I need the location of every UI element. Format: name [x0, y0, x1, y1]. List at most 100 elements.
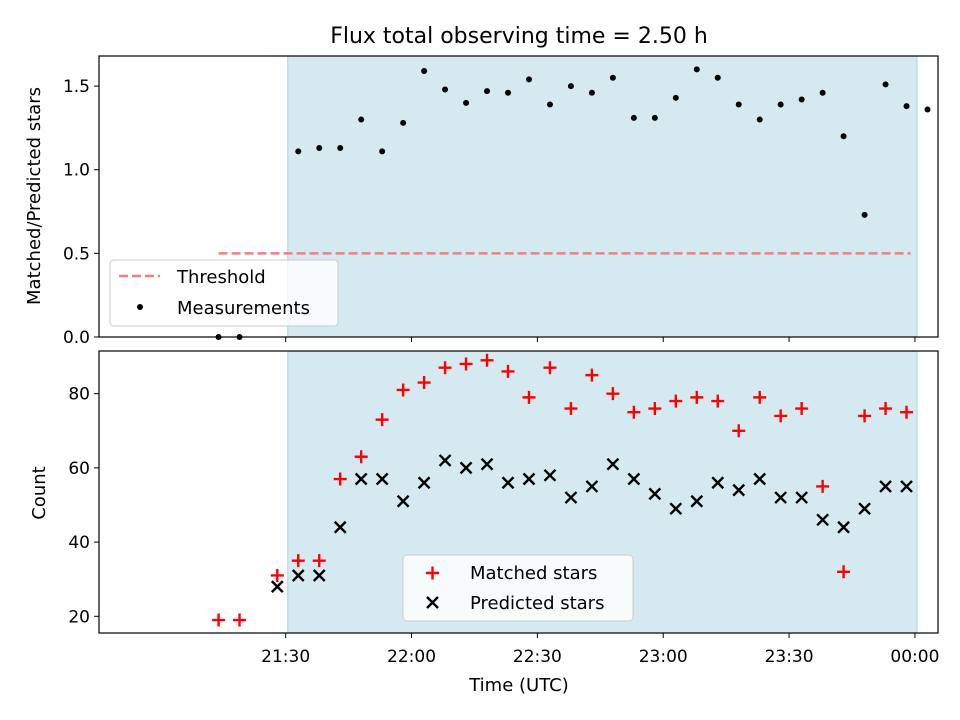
measurement-point [442, 86, 449, 93]
measurement-point [463, 99, 470, 106]
predicted-star-marker [606, 457, 620, 471]
top-legend: Threshold Measurements [109, 259, 339, 327]
measurement-point [903, 103, 910, 110]
measurement-point [337, 144, 344, 151]
predicted-star-marker [795, 491, 809, 504]
xtick-label: 22:00 [387, 647, 436, 667]
measurement-point [379, 148, 386, 155]
top-ytick-label: 0.5 [63, 244, 90, 264]
predicted-star-marker [711, 476, 725, 490]
measurement-point [546, 101, 553, 108]
matched-star-marker [480, 353, 494, 367]
matched-star-marker [312, 554, 326, 568]
measurement-point [421, 68, 428, 75]
top-ytick-label: 1.0 [63, 161, 90, 181]
bottom-ytick-label: 80 [68, 385, 90, 405]
matched-star-marker [459, 357, 473, 371]
predicted-star-marker [900, 480, 913, 493]
measurement-point [295, 148, 302, 155]
predicted-star-marker [816, 513, 829, 527]
bottom-ytick-label: 20 [68, 607, 90, 627]
measurement-point [609, 74, 616, 81]
predicted-star-marker [291, 569, 305, 582]
predicted-star-marker [480, 457, 494, 471]
xtick-label: 00:00 [890, 647, 939, 667]
chart-title: Flux total observing time = 2.50 h [330, 24, 708, 49]
measurement-point [400, 119, 407, 126]
predicted-star-marker [459, 461, 473, 475]
matched-star-marker [438, 361, 452, 375]
predicted-star-marker [354, 472, 368, 486]
measurements-legend-label: Measurements [177, 298, 310, 319]
top-axes-frame [98, 55, 939, 338]
predicted-legend-label: Predicted stars [470, 593, 604, 614]
top-ylabel: Matched/Predicted stars [24, 87, 45, 305]
matched-star-marker [753, 390, 767, 404]
predicted-star-marker [774, 491, 788, 504]
top-panel: Matched/Predicted stars 0.0 0.5 1.0 1.5 [24, 55, 939, 348]
matched-legend-label: Matched stars [470, 563, 597, 584]
bottom-ytick-label: 60 [68, 459, 90, 479]
top-legend-box [109, 259, 339, 327]
bottom-legend-box [402, 554, 634, 622]
matched-star-marker [212, 613, 226, 627]
measurements-legend-swatch [137, 304, 143, 310]
matched-star-marker [669, 394, 683, 408]
measurement-point [693, 66, 700, 73]
matched-star-marker [795, 402, 809, 416]
measurement-point [924, 106, 931, 113]
matched-star-marker [354, 450, 368, 464]
matched-star-marker [333, 472, 347, 486]
measurement-point [567, 83, 574, 90]
measurement-point [861, 211, 868, 218]
predicted-star-marker [732, 483, 746, 497]
top-plot-area [287, 56, 918, 337]
bottom-ytick-label: 40 [68, 533, 90, 553]
matched-star-marker [858, 409, 872, 423]
matched-star-marker [375, 413, 389, 427]
matched-star-marker [690, 390, 704, 404]
xtick-label: 23:30 [765, 647, 814, 667]
matched-legend-swatch [426, 566, 439, 580]
measurement-point [735, 101, 742, 108]
predicted-star-marker [312, 569, 326, 582]
predicted-star-marker [585, 480, 599, 493]
matched-star-marker [543, 361, 557, 375]
bottom-ylabel: Count [29, 466, 50, 519]
matched-star-marker [879, 402, 893, 416]
measurement-point [840, 133, 847, 140]
top-ytick-label: 1.5 [63, 77, 90, 97]
measurement-point [672, 94, 679, 101]
matched-star-marker [837, 565, 851, 579]
top-shaded-span [287, 56, 918, 337]
predicted-star-marker [396, 494, 410, 508]
predicted-star-marker [648, 487, 662, 501]
matched-star-marker [900, 405, 914, 419]
predicted-star-marker [270, 580, 284, 593]
matched-star-marker [648, 402, 662, 416]
bottom-legend: Matched stars Predicted stars [402, 554, 634, 622]
measurement-point [714, 74, 721, 81]
predicted-star-marker [333, 520, 347, 534]
x-axis-label: Time (UTC) [468, 675, 569, 696]
matched-star-marker [396, 383, 410, 397]
measurement-point [777, 101, 784, 108]
matched-star-marker [270, 568, 284, 582]
matched-star-marker [606, 387, 620, 401]
matched-star-marker [417, 376, 431, 390]
top-ytick-label: 0.0 [63, 328, 90, 348]
measurement-point [651, 114, 658, 121]
measurement-point [505, 89, 512, 96]
predicted-star-marker [438, 454, 452, 467]
predicted-star-marker [522, 472, 536, 486]
predicted-star-marker [501, 476, 515, 490]
predicted-legend-swatch [426, 596, 439, 609]
threshold-legend-label: Threshold [176, 267, 266, 288]
predicted-star-marker [417, 476, 431, 490]
matched-star-marker [564, 402, 578, 416]
measurement-point [358, 116, 365, 123]
matched-star-marker [732, 424, 746, 438]
xtick-label: 23:00 [639, 647, 688, 667]
matched-star-marker [774, 409, 788, 423]
